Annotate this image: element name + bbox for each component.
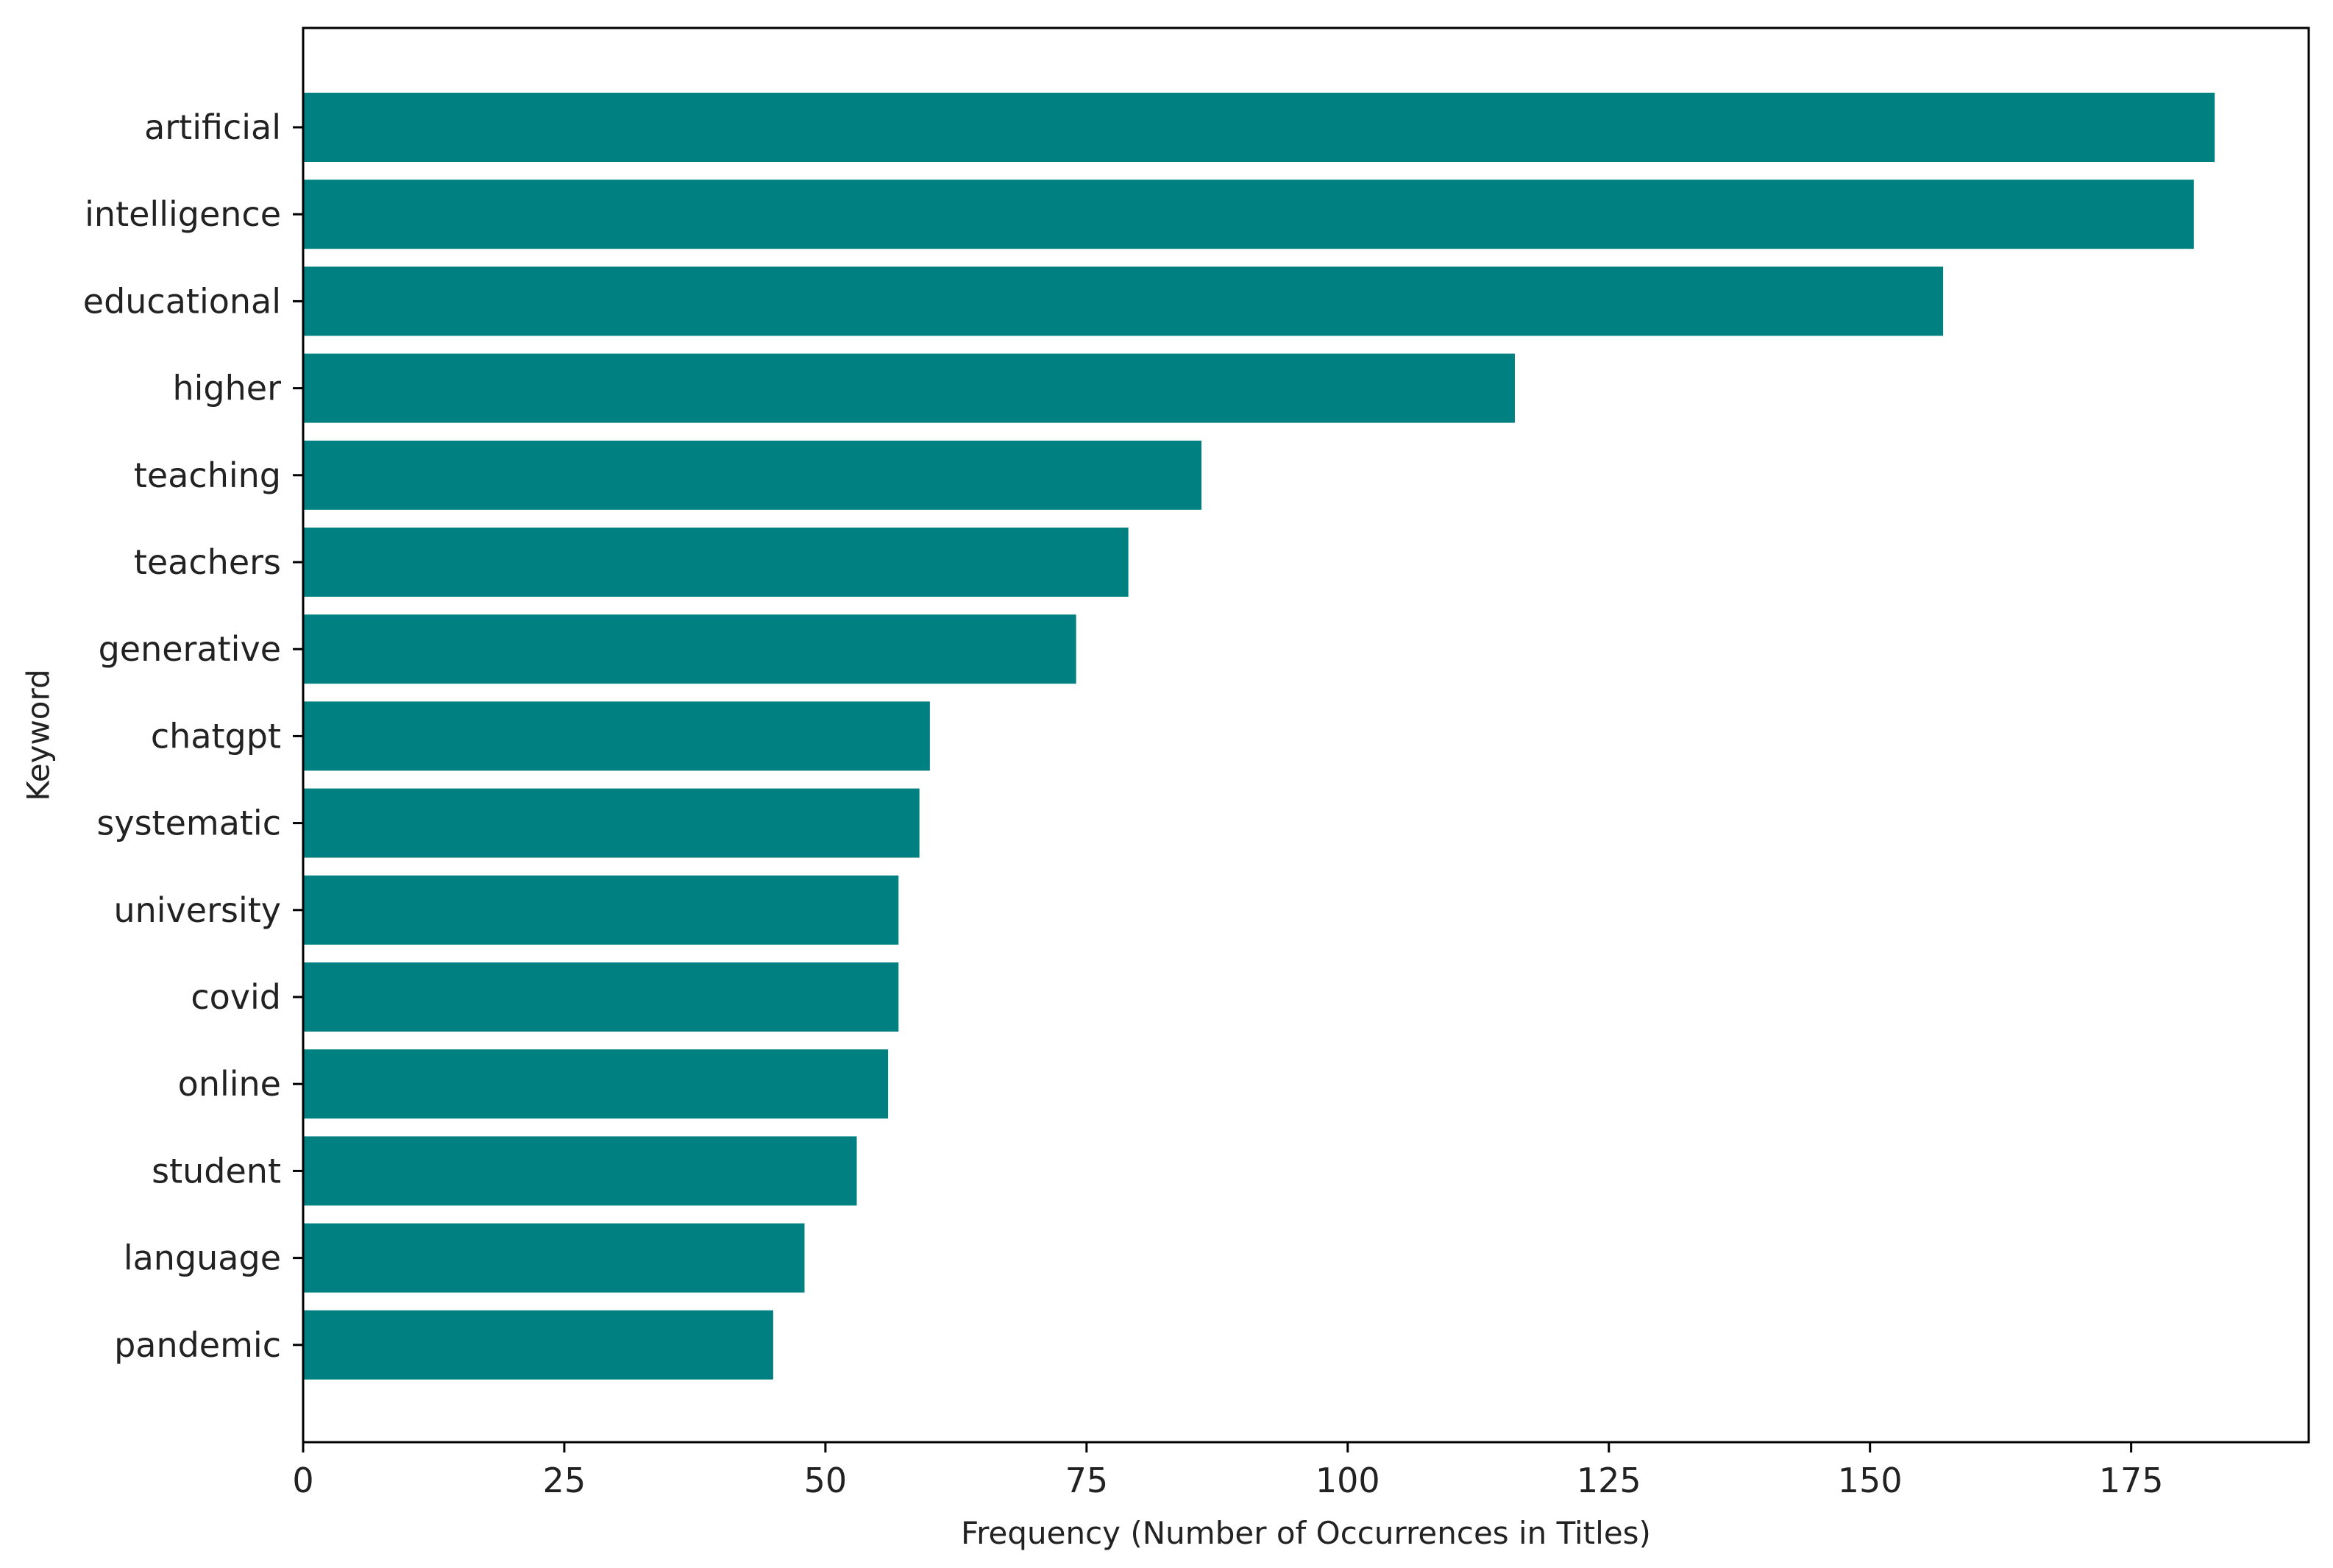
y-tick-label: student [152,1151,281,1191]
bar-higher [303,353,1515,423]
y-tick-label: pandemic [114,1325,281,1365]
bar-teachers [303,528,1129,597]
x-tick-label: 0 [292,1461,313,1500]
bar-student [303,1136,857,1206]
bar-online [303,1049,889,1119]
y-tick-label: language [124,1238,281,1278]
y-tick-label: chatgpt [151,716,281,756]
x-tick-label: 100 [1315,1461,1380,1500]
y-tick-label: online [178,1064,281,1104]
y-tick-label: teachers [134,542,281,582]
y-tick-label: educational [83,281,281,321]
bar-intelligence [303,180,2194,249]
x-tick-label: 50 [804,1461,848,1500]
x-tick-label: 25 [543,1461,586,1500]
y-tick-label: teaching [134,455,281,495]
bar-teaching [303,440,1202,510]
y-tick-label: artificial [144,107,281,147]
bar-educational [303,266,1944,336]
x-tick-label: 150 [1838,1461,1903,1500]
y-axis-label: Keyword [21,669,57,801]
bar-artificial [303,93,2215,162]
bar-pandemic [303,1310,773,1380]
x-axis-ticks: 0 25 50 75 100 125 150 175 [292,1442,2164,1500]
bar-covid [303,962,899,1032]
y-tick-label: university [113,890,281,930]
y-tick-label: generative [99,629,281,669]
bar-generative [303,614,1076,684]
y-tick-label: higher [172,369,281,408]
bars-group [303,93,2215,1380]
bar-university [303,875,899,945]
x-tick-label: 175 [2099,1461,2164,1500]
x-tick-label: 75 [1065,1461,1109,1500]
bar-systematic [303,788,920,858]
x-axis-label: Frequency (Number of Occurrences in Titl… [961,1515,1651,1551]
y-tick-label: systematic [96,803,281,843]
x-tick-label: 125 [1577,1461,1641,1500]
y-tick-label: intelligence [85,194,281,234]
plot-frame [302,26,2310,1444]
y-tick-label: covid [191,977,281,1017]
bar-language [303,1223,805,1293]
y-axis-ticks: artificial intelligence educational higher t… [83,107,303,1365]
bar-chatgpt [303,701,930,771]
